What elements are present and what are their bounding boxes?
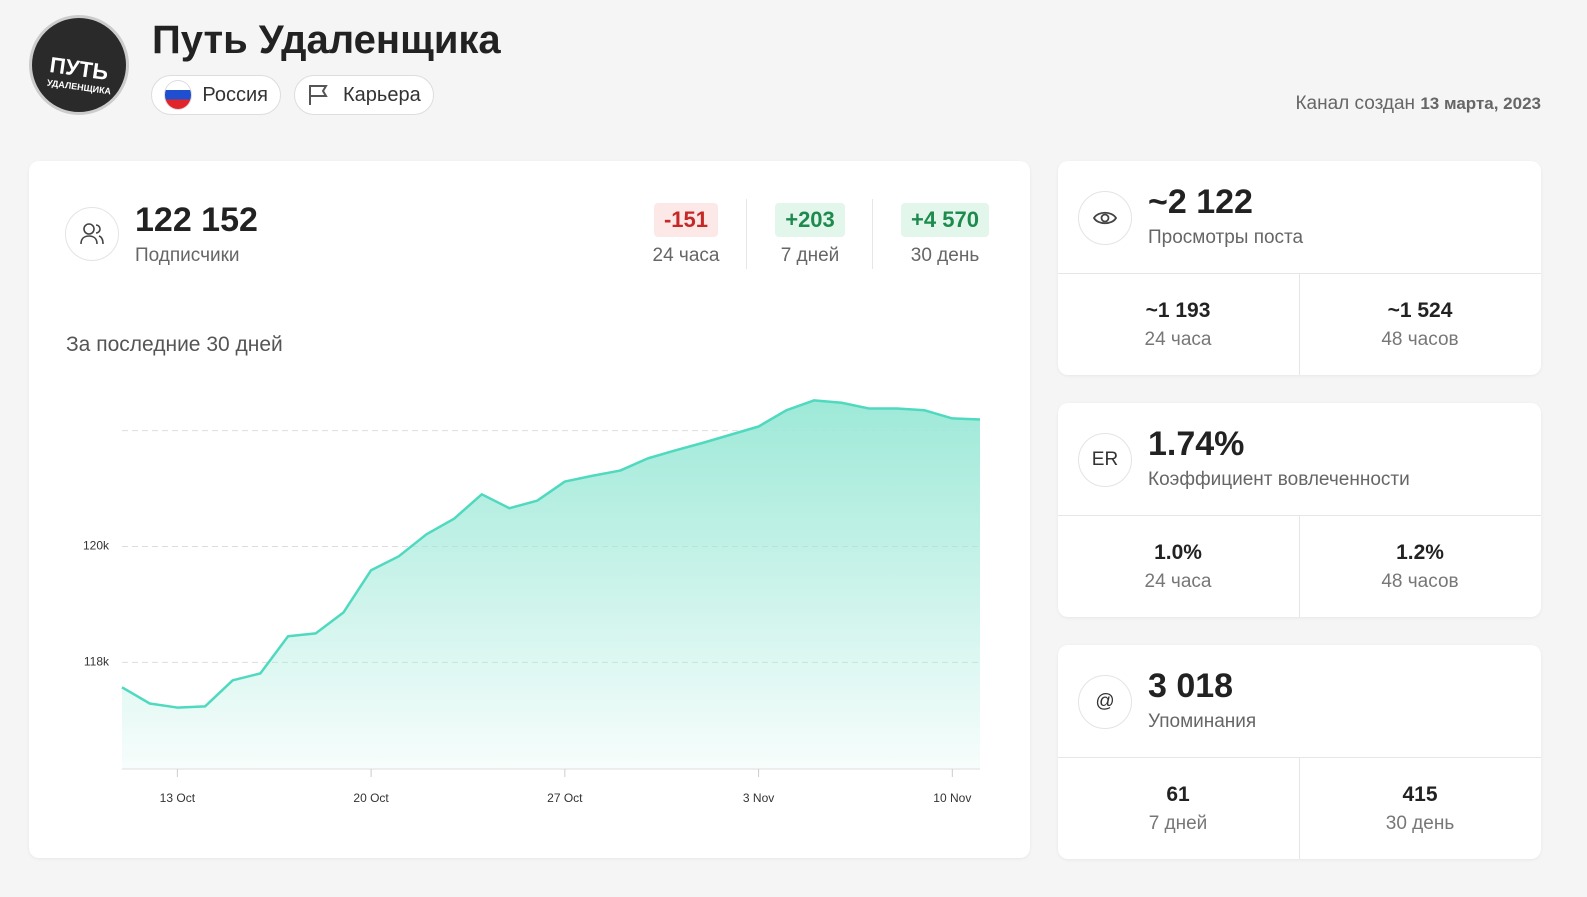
delta-value: +4 570 <box>901 203 989 237</box>
tag[interactable]: Карьера <box>294 75 434 115</box>
channel-title: Путь Удаленщика <box>152 18 501 62</box>
area <box>122 400 980 769</box>
flag-icon <box>164 80 193 110</box>
cell-value: ~1 524 <box>1387 299 1453 322</box>
delta-value: -151 <box>653 203 719 237</box>
card-label: Просмотры поста <box>1148 227 1304 248</box>
mentions-card: @ 3 018 Упоминания 61 7 дней 415 30 день <box>1058 645 1541 859</box>
users-icon <box>65 207 119 261</box>
cell-value: 415 <box>1402 783 1438 806</box>
card-cell: ~1 524 48 часов <box>1300 299 1540 351</box>
delta: +4 570 30 день <box>890 203 1000 267</box>
subscribers-card: 122 152 Подписчики -151 24 часа +203 7 дне… <box>29 161 1030 858</box>
cell-value: ~1 193 <box>1145 299 1211 322</box>
er-card: ER 1.74% Коэффициент вовлеченности 1.0% 2… <box>1058 403 1541 617</box>
created-label: Канал создан <box>1295 93 1416 114</box>
card-value: 3 018 <box>1148 667 1234 705</box>
created: Канал создан 13 марта, 2023 <box>1295 93 1541 115</box>
cell-value: 1.0% <box>1154 541 1202 564</box>
card-cell: 61 7 дней <box>1058 783 1298 835</box>
cell-label: 30 день <box>1385 813 1455 834</box>
line <box>121 399 981 709</box>
card-icon: ER <box>1078 433 1132 487</box>
tag-text: Россия <box>202 83 268 106</box>
subscribers-label: Подписчики <box>135 245 240 266</box>
chart-title: За последние 30 дней <box>66 333 283 356</box>
created-date: 13 марта, 2023 <box>1420 94 1541 113</box>
delta: +203 7 дней <box>755 203 865 267</box>
tag-text: Карьера <box>343 83 421 106</box>
x-tick-label: 3 Nov <box>743 791 774 805</box>
cell-label: 48 часов <box>1381 329 1459 350</box>
card-icon: @ <box>1078 675 1132 729</box>
card-cell: 415 30 день <box>1300 783 1540 835</box>
x-tick-label: 13 Oct <box>160 791 196 805</box>
delta-period: 7 дней <box>780 245 840 266</box>
x-tick-label: 27 Oct <box>547 791 583 805</box>
card-value: ~2 122 <box>1148 183 1253 221</box>
card-value: 1.74% <box>1148 425 1245 463</box>
card-cell: 1.2% 48 часов <box>1300 541 1540 593</box>
cell-label: 24 часа <box>1144 329 1212 350</box>
tag[interactable]: Россия <box>151 75 281 115</box>
card-cell: ~1 193 24 часа <box>1058 299 1298 351</box>
card-cell: 1.0% 24 часа <box>1058 541 1298 593</box>
chart: 118k 120k 13 Oct 20 Oct 27 Oct 3 Nov 10 Nov <box>65 386 995 858</box>
subscribers-value: 122 152 <box>135 201 258 239</box>
y-tick-label: 120k <box>83 539 110 553</box>
cell-value: 61 <box>1166 783 1190 806</box>
delta-period: 30 день <box>910 245 980 266</box>
cell-label: 7 дней <box>1148 813 1208 834</box>
delta: -151 24 часа <box>631 203 741 267</box>
cell-label: 24 часа <box>1144 571 1212 592</box>
cell-value: 1.2% <box>1396 541 1444 564</box>
y-tick-label: 118k <box>84 655 110 669</box>
card-label: Упоминания <box>1148 711 1257 732</box>
x-tick-label: 20 Oct <box>353 791 389 805</box>
card-icon <box>1078 191 1132 245</box>
card-label: Коэффициент вовлеченности <box>1148 469 1410 490</box>
delta-value: +203 <box>775 203 845 237</box>
x-tick-label: 10 Nov <box>933 791 971 805</box>
delta-period: 24 часа <box>652 245 720 266</box>
avatar: ПУТЬ УДАЛЕНЩИКА <box>29 15 129 115</box>
views-card: ~2 122 Просмотры поста ~1 193 24 часа ~1 5… <box>1058 161 1541 375</box>
flag-icon <box>309 85 328 105</box>
cell-label: 48 часов <box>1381 571 1459 592</box>
